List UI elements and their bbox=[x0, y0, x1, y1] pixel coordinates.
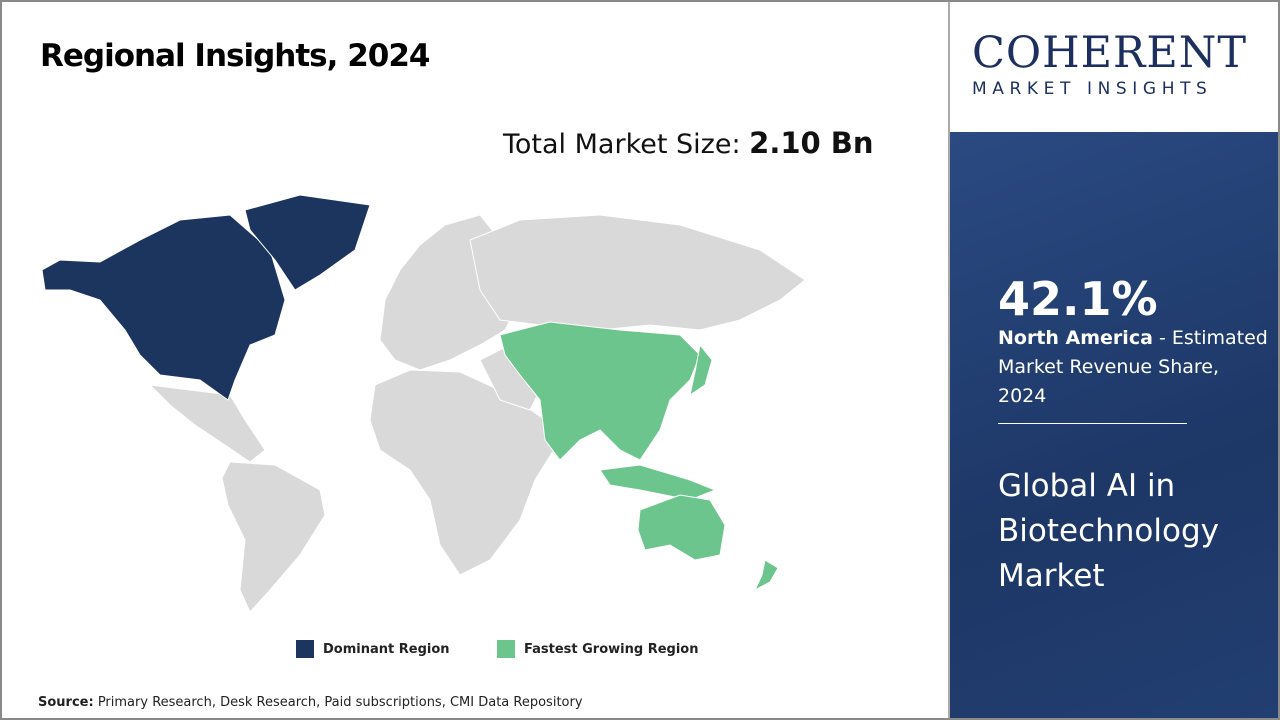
region-australia bbox=[637, 494, 726, 561]
total-market-size: Total Market Size: 2.10 Bn bbox=[503, 126, 874, 160]
legend-fastest: Fastest Growing Region bbox=[497, 640, 698, 658]
legend-dominant: Dominant Region bbox=[296, 640, 450, 658]
region-indonesia bbox=[599, 464, 717, 501]
page-title: Regional Insights, 2024 bbox=[40, 38, 430, 74]
share-value: 42.1% bbox=[998, 272, 1158, 326]
region-asia-pacific bbox=[499, 321, 701, 461]
market-name: Global AI in Biotechnology Market bbox=[998, 468, 1219, 594]
company-logo: COHERENT MARKET INSIGHTS bbox=[972, 28, 1248, 100]
source-note: Source: Primary Research, Desk Research,… bbox=[38, 695, 583, 710]
region-africa bbox=[369, 369, 561, 576]
highlight-panel: 42.1% North America - Estimated Market R… bbox=[950, 132, 1280, 720]
side-panel: COHERENT MARKET INSIGHTS 42.1% North Ame… bbox=[948, 0, 1280, 720]
region-central-america bbox=[148, 384, 266, 463]
legend-swatch-dominant bbox=[296, 640, 314, 658]
divider bbox=[998, 423, 1187, 424]
region-north-america bbox=[41, 214, 286, 401]
region-new-zealand bbox=[753, 559, 779, 592]
share-description: North America - Estimated Market Revenue… bbox=[998, 327, 1268, 407]
world-map bbox=[41, 194, 806, 613]
region-japan bbox=[689, 343, 713, 397]
region-greenland bbox=[244, 194, 371, 291]
region-south-america bbox=[221, 461, 326, 613]
legend-swatch-fastest bbox=[497, 640, 515, 658]
region-russia bbox=[469, 214, 806, 331]
